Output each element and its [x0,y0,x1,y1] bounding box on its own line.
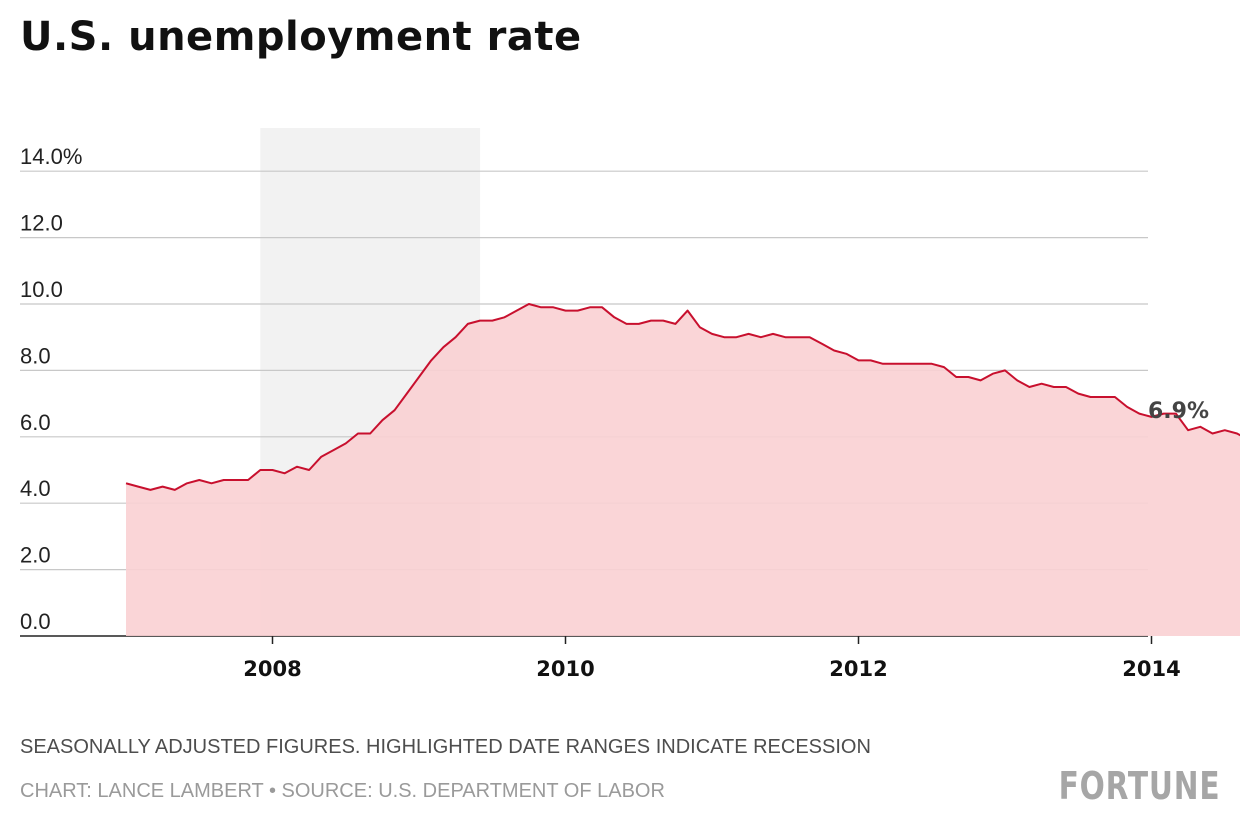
end-annotation: 6.9% [1148,399,1209,424]
series-line [125,303,1240,491]
y-tick-label: 0.0 [20,609,51,634]
y-tick-label: 8.0 [20,343,51,368]
y-tick-label: 14.0% [20,144,82,169]
x-tick-labels: 2008201020122014201620182020 [243,636,1181,681]
y-tick-labels: 0.0 2.0 4.0 6.0 8.0 10.0 12.0 14.0% [20,144,82,634]
y-tick-label: 6.0 [20,410,51,435]
y-tick-label: 2.0 [20,543,51,568]
end-value-label: 6.9% [1148,399,1209,424]
chart-note: SEASONALLY ADJUSTED FIGURES. HIGHLIGHTED… [20,736,871,758]
chart-title: U.S. unemployment rate [20,14,582,60]
y-tick-label: 12.0 [20,211,63,236]
x-tick-label: 2008 [243,657,301,681]
x-tick-label: 2012 [829,657,887,681]
area-fill [126,304,1240,636]
y-tick-label: 4.0 [20,476,51,501]
x-tick-label: 2010 [536,657,594,681]
fortune-logo: FORTUNE [1058,764,1220,808]
x-tick-label: 2014 [1122,657,1180,681]
data-area [125,303,1240,636]
unemployment-chart: 0.0 2.0 4.0 6.0 8.0 10.0 12.0 14.0% 2008 2010 201… [20,128,1240,681]
chart-credit: CHART: LANCE LAMBERT • SOURCE: U.S. DEPA… [20,780,665,802]
y-tick-label: 10.0 [20,277,63,302]
